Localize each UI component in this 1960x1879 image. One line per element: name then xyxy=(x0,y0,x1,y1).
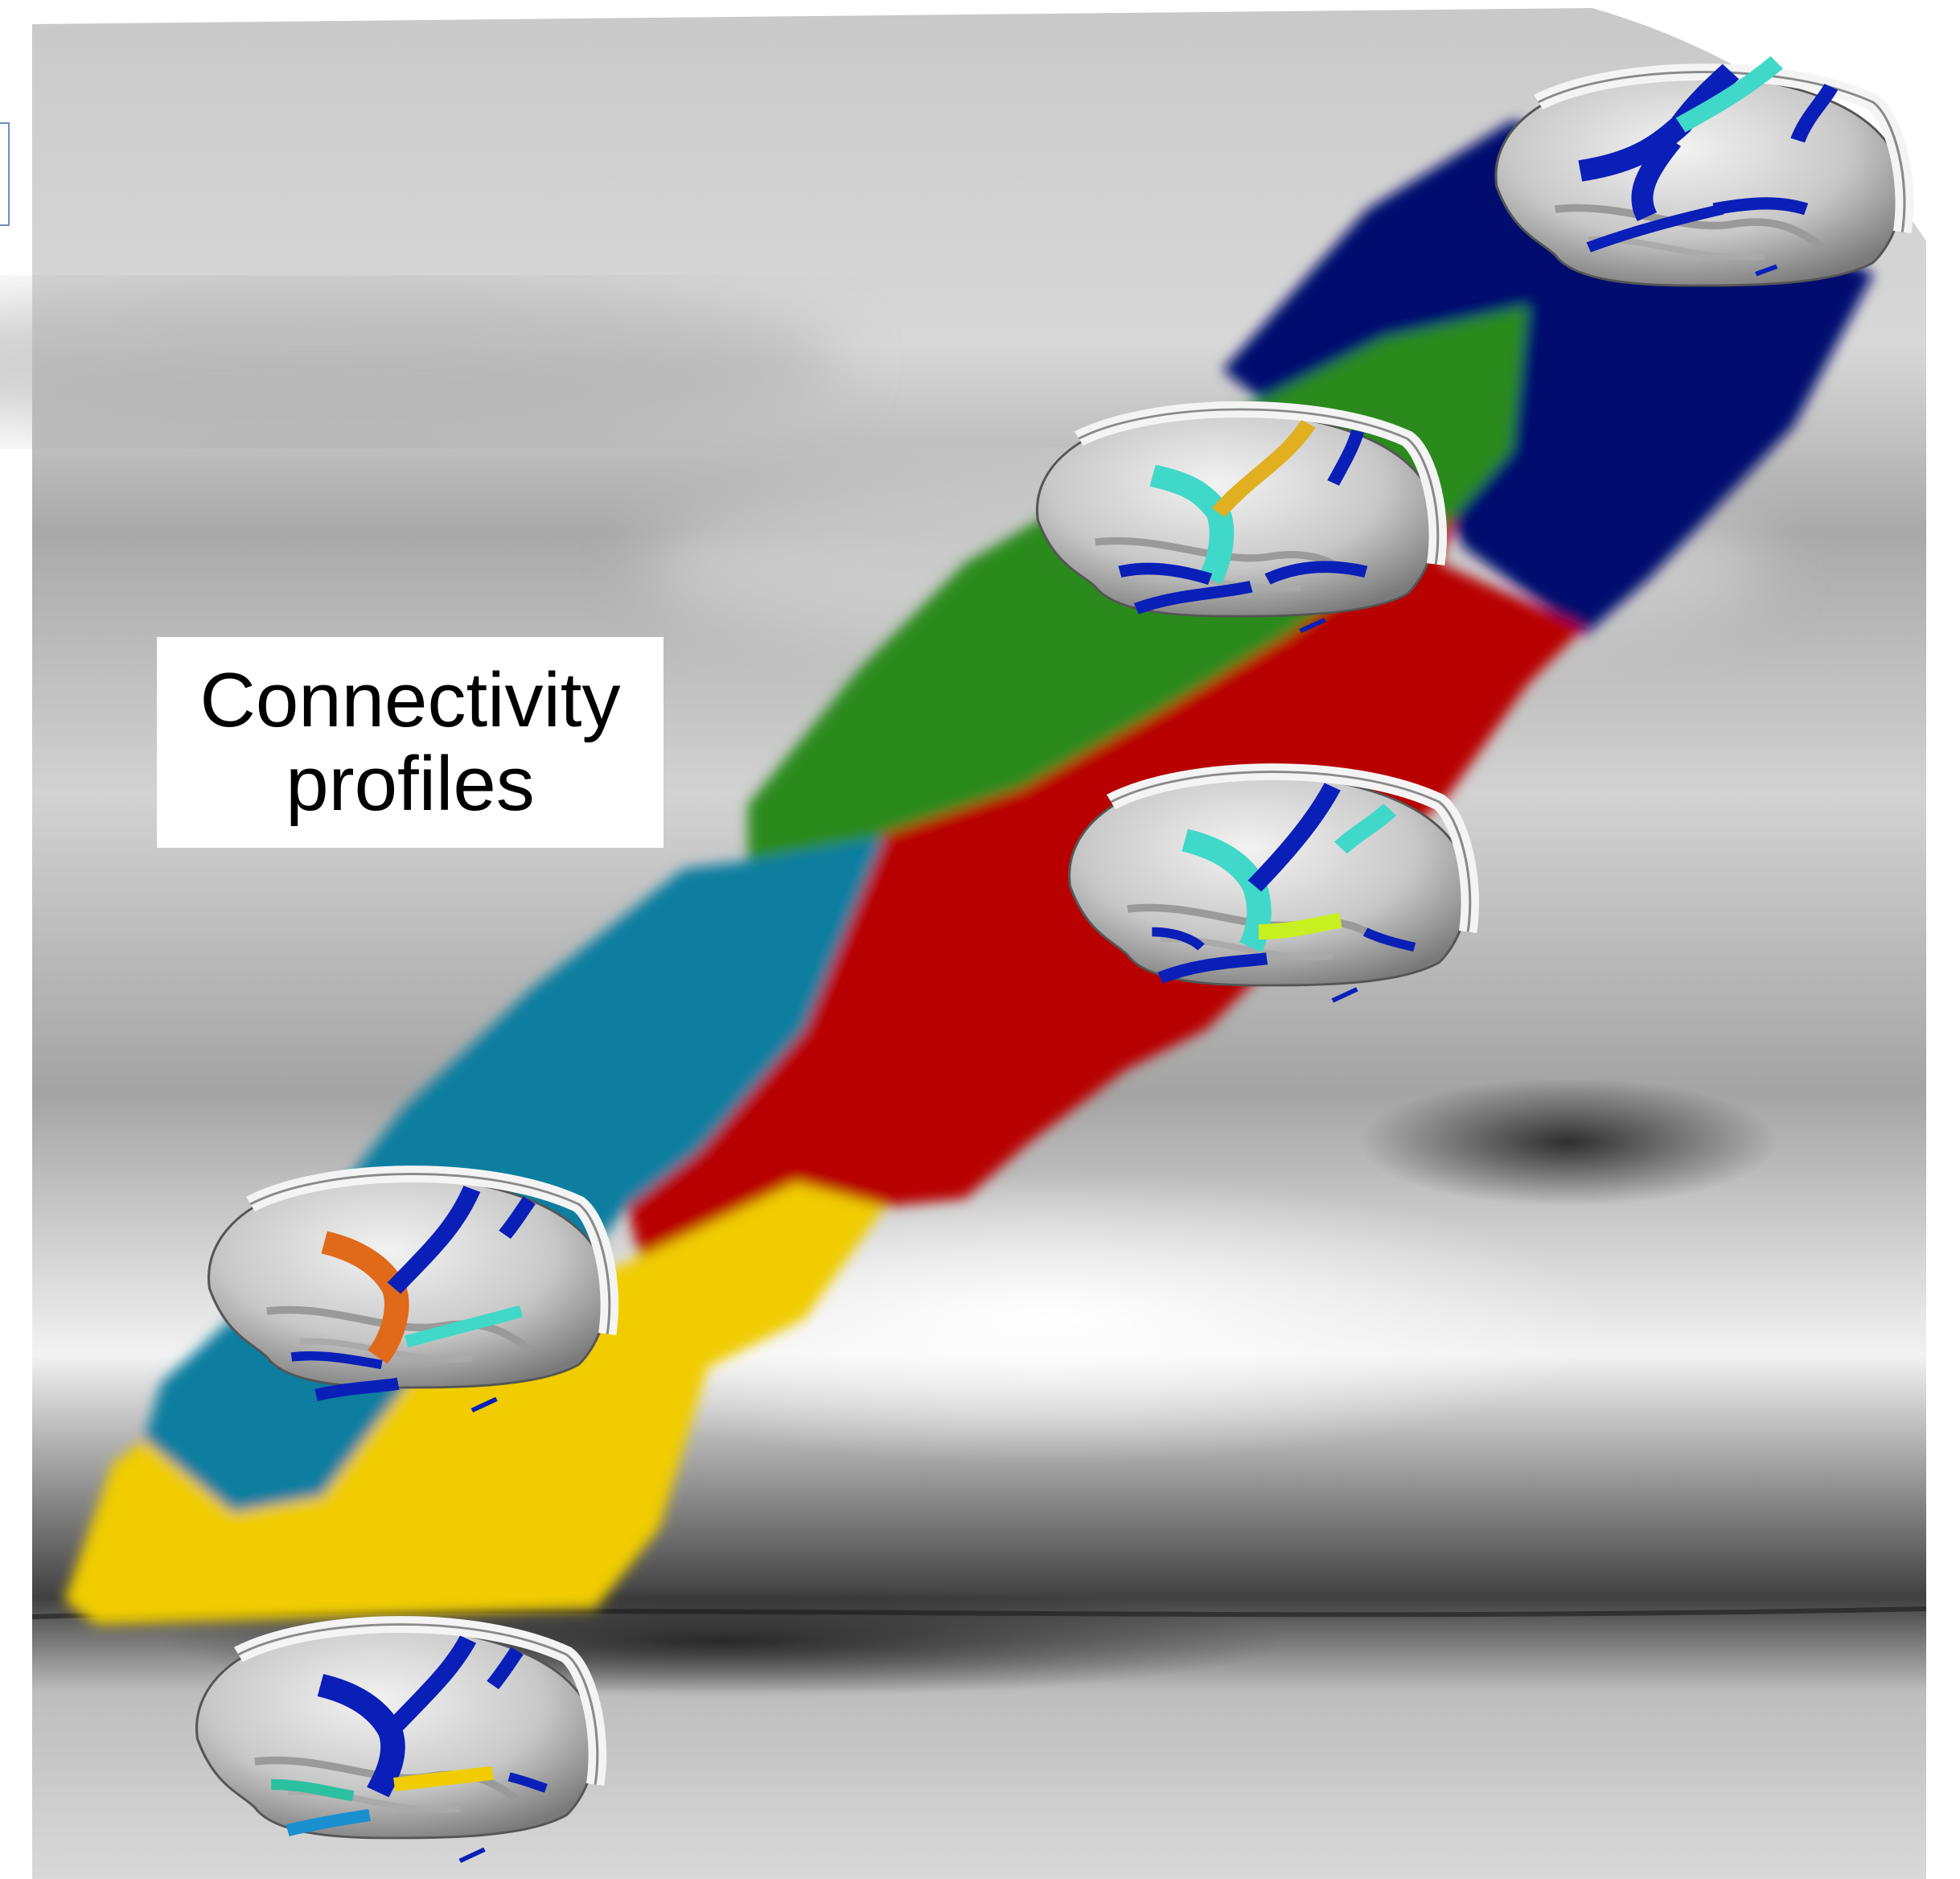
brain-bottom-left xyxy=(197,1625,598,1864)
brain-middle xyxy=(1070,772,1470,1003)
band-yellow xyxy=(64,1182,885,1625)
brain-top-right xyxy=(1496,56,1905,286)
connectivity-profiles-label: Connectivity profiles xyxy=(157,637,664,848)
brain-upper-middle xyxy=(1038,409,1438,633)
brain-lower-left xyxy=(209,1174,610,1413)
label-line-1: Connectivity xyxy=(199,657,621,743)
cropped-frame-edge xyxy=(0,122,10,226)
label-line-2: profiles xyxy=(286,741,535,827)
